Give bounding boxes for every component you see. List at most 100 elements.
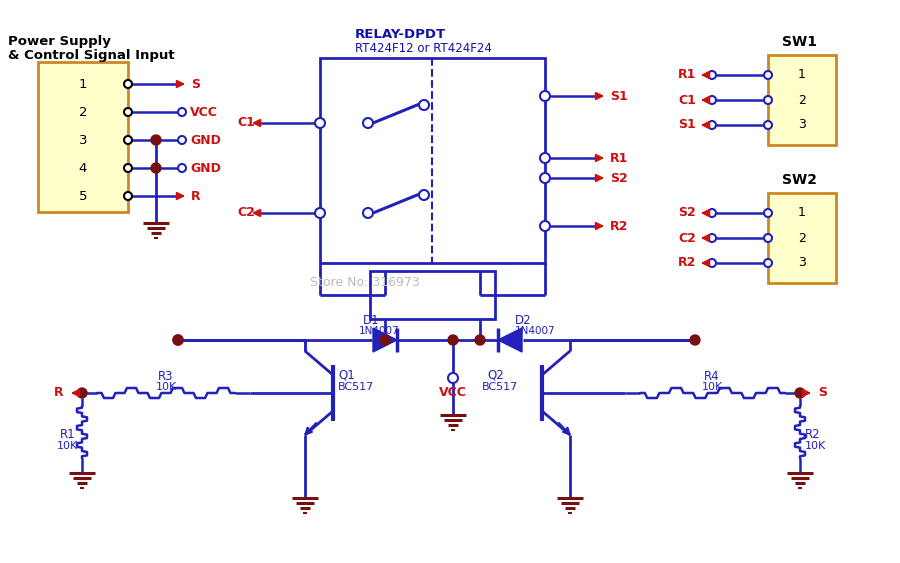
Bar: [768, 55, 836, 145]
Text: 5: 5: [79, 190, 87, 203]
Text: 10K: 10K: [702, 382, 724, 392]
Circle shape: [124, 192, 132, 200]
Text: 4: 4: [79, 162, 87, 175]
Text: 3: 3: [798, 257, 806, 270]
Text: 1N4007: 1N4007: [515, 326, 555, 336]
Bar: [320, 58, 545, 263]
Text: 10K: 10K: [57, 441, 78, 451]
Circle shape: [540, 173, 550, 183]
Polygon shape: [373, 328, 397, 352]
Circle shape: [764, 121, 772, 129]
Circle shape: [178, 108, 186, 116]
Text: BC517: BC517: [338, 382, 374, 392]
Text: Store No: 316973: Store No: 316973: [310, 275, 419, 288]
Circle shape: [708, 234, 716, 242]
Circle shape: [173, 335, 183, 345]
Text: 10K: 10K: [156, 382, 177, 392]
Circle shape: [173, 335, 183, 345]
Circle shape: [315, 208, 325, 218]
Bar: [768, 193, 836, 283]
Circle shape: [419, 100, 429, 110]
Circle shape: [124, 80, 132, 88]
Text: GND: GND: [190, 133, 220, 146]
Text: 2: 2: [79, 105, 87, 118]
Text: R1: R1: [60, 427, 76, 440]
Text: S: S: [191, 78, 200, 91]
Text: D2: D2: [515, 314, 532, 327]
Text: 1: 1: [798, 207, 806, 220]
Circle shape: [178, 136, 186, 144]
Bar: [370, 271, 495, 319]
Circle shape: [363, 208, 373, 218]
Text: 2: 2: [798, 93, 806, 106]
Text: R: R: [191, 190, 201, 203]
Text: SW1: SW1: [782, 35, 817, 49]
Circle shape: [419, 190, 429, 200]
Circle shape: [448, 373, 458, 383]
Circle shape: [151, 163, 161, 173]
Circle shape: [764, 234, 772, 242]
Circle shape: [540, 91, 550, 101]
Circle shape: [764, 96, 772, 104]
Circle shape: [708, 71, 716, 79]
Circle shape: [708, 209, 716, 217]
Circle shape: [178, 164, 186, 172]
Circle shape: [764, 209, 772, 217]
Text: RELAY-DPDT: RELAY-DPDT: [355, 28, 446, 41]
Circle shape: [540, 153, 550, 163]
Circle shape: [124, 136, 132, 144]
Text: 3: 3: [798, 118, 806, 132]
Text: R2: R2: [678, 257, 697, 270]
Bar: [38, 62, 128, 212]
Text: 3: 3: [79, 133, 87, 146]
Text: R4: R4: [704, 369, 720, 382]
Circle shape: [795, 388, 805, 398]
Circle shape: [475, 335, 485, 345]
Text: 1: 1: [79, 78, 87, 91]
Circle shape: [764, 71, 772, 79]
Text: R1: R1: [610, 151, 628, 164]
Circle shape: [124, 108, 132, 116]
Circle shape: [151, 135, 161, 145]
Text: VCC: VCC: [190, 105, 218, 118]
Polygon shape: [498, 328, 522, 352]
Text: S1: S1: [678, 118, 696, 132]
Circle shape: [380, 335, 390, 345]
Text: C2: C2: [678, 231, 696, 244]
Text: 2: 2: [798, 231, 806, 244]
Text: S2: S2: [610, 172, 628, 185]
Text: Q2: Q2: [487, 369, 504, 382]
Text: GND: GND: [190, 162, 220, 175]
Text: BC517: BC517: [482, 382, 518, 392]
Text: C2: C2: [237, 207, 255, 220]
Text: Power Supply: Power Supply: [8, 35, 111, 48]
Text: 10K: 10K: [805, 441, 826, 451]
Circle shape: [363, 118, 373, 128]
Text: VCC: VCC: [439, 386, 467, 399]
Text: C1: C1: [678, 93, 696, 106]
Text: S: S: [818, 387, 827, 400]
Text: R: R: [54, 387, 64, 400]
Circle shape: [540, 221, 550, 231]
Text: RT424F12 or RT424F24: RT424F12 or RT424F24: [355, 42, 492, 55]
Text: R2: R2: [610, 220, 628, 233]
Text: R1: R1: [678, 69, 697, 82]
Text: 1N4007: 1N4007: [359, 326, 400, 336]
Circle shape: [764, 259, 772, 267]
Text: R2: R2: [805, 427, 821, 440]
Circle shape: [448, 335, 458, 345]
Text: S2: S2: [678, 207, 696, 220]
Circle shape: [124, 164, 132, 172]
Circle shape: [690, 335, 700, 345]
Circle shape: [708, 96, 716, 104]
Circle shape: [708, 121, 716, 129]
Circle shape: [77, 388, 87, 398]
Text: S1: S1: [610, 90, 628, 102]
Text: D1: D1: [363, 314, 380, 327]
Text: 1: 1: [798, 69, 806, 82]
Circle shape: [708, 259, 716, 267]
Text: R3: R3: [158, 369, 174, 382]
Text: Q1: Q1: [338, 369, 355, 382]
Circle shape: [315, 118, 325, 128]
Text: SW2: SW2: [782, 173, 817, 187]
